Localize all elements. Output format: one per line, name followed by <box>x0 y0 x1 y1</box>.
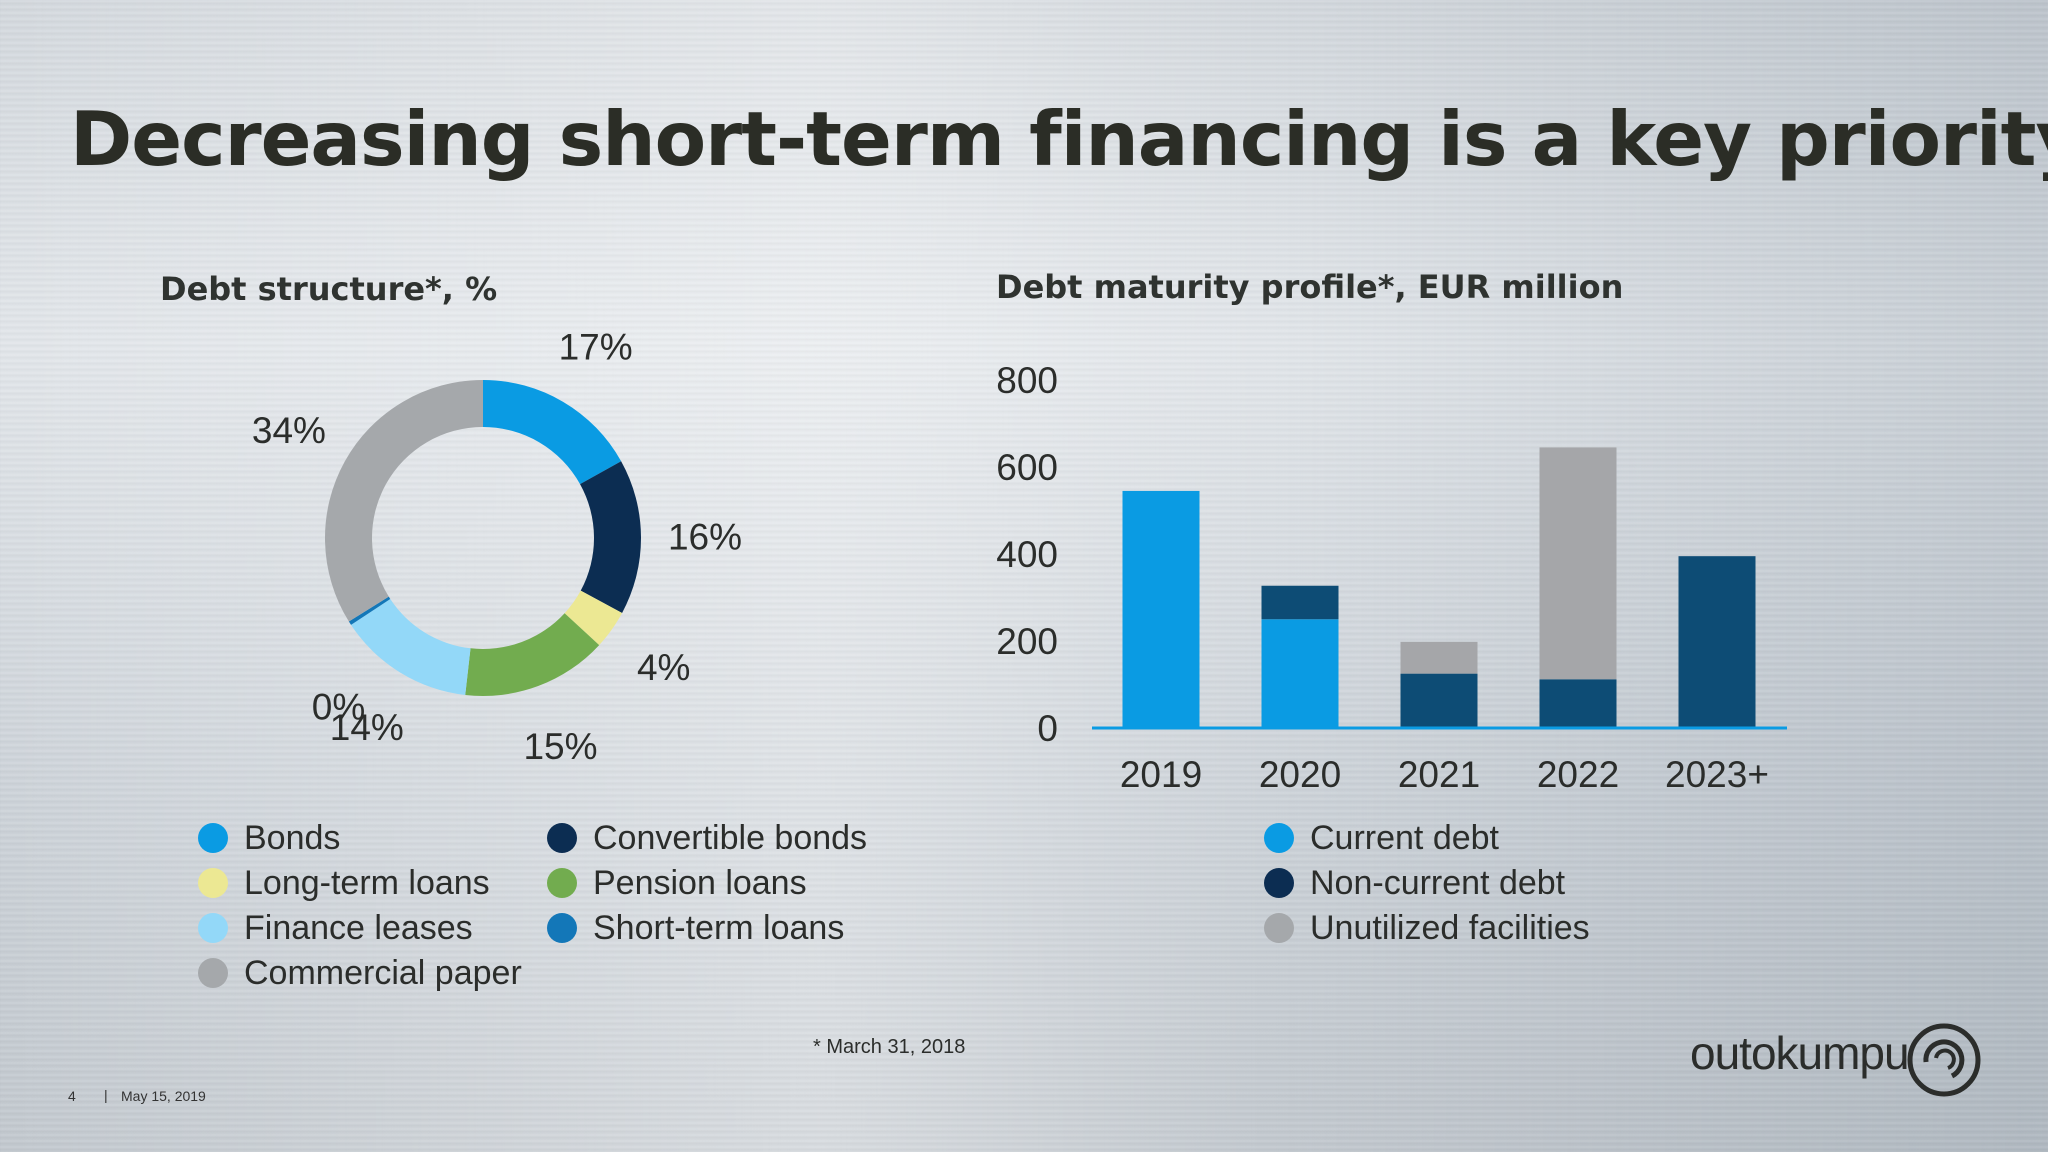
x-tick-label: 2020 <box>1259 754 1341 795</box>
legend-label: Current debt <box>1310 819 1499 857</box>
x-tick-label: 2023+ <box>1665 754 1769 795</box>
donut-data-label: 17% <box>559 327 633 368</box>
legend-swatch <box>1264 823 1294 853</box>
donut-data-label: 14% <box>330 707 404 748</box>
bar-segment-unutilized-facilities <box>1400 641 1478 674</box>
y-tick-label: 0 <box>1037 708 1058 749</box>
donut-chart: 17% 16% 4% 15% 14%0% 34% <box>252 327 742 767</box>
x-tick-label: 2021 <box>1398 754 1480 795</box>
legend-label: Unutilized facilities <box>1310 909 1590 947</box>
bar-segment-non-current-debt <box>1539 679 1617 728</box>
donut-slice-finance-leases <box>351 599 471 695</box>
legend-label: Finance leases <box>244 909 473 947</box>
legend-label: Convertible bonds <box>593 819 868 857</box>
legend-label: Non-current debt <box>1310 864 1566 902</box>
legend-swatch <box>547 823 577 853</box>
x-tick-label: 2019 <box>1120 754 1202 795</box>
donut-data-label: 0% <box>312 687 365 728</box>
bar-segment-non-current-debt <box>1261 585 1339 620</box>
donut-data-label: 16% <box>668 517 742 558</box>
legend-swatch <box>198 868 228 898</box>
donut-slice-convertible-bonds <box>580 461 641 613</box>
donut-data-label: 34% <box>252 410 326 451</box>
bar-segment-non-current-debt <box>1678 556 1756 728</box>
logo-swirl-icon <box>1907 1023 1981 1097</box>
legend-label: Short-term loans <box>593 909 845 947</box>
legend-label: Long-term loans <box>244 864 490 902</box>
donut-chart-title: Debt structure*, % <box>160 270 498 308</box>
footer-separator: | <box>104 1087 108 1103</box>
legend-swatch <box>547 913 577 943</box>
donut-data-label: 15% <box>523 726 597 767</box>
footer-date: May 15, 2019 <box>121 1088 206 1104</box>
legend-swatch <box>1264 913 1294 943</box>
legend-label: Commercial paper <box>244 954 522 992</box>
bar-segment-current-debt <box>1122 490 1200 728</box>
donut-slice-long-term-loans <box>564 590 623 646</box>
bar-segment-unutilized-facilities <box>1539 447 1617 680</box>
legend-label: Bonds <box>244 819 341 857</box>
bar-segment-current-debt <box>1261 619 1339 728</box>
y-tick-label: 600 <box>996 447 1058 488</box>
x-tick-label: 2022 <box>1537 754 1619 795</box>
bar-chart-title: Debt maturity profile*, EUR million <box>996 268 1624 306</box>
donut-slice-pension-loans <box>465 613 600 696</box>
donut-slice-short-term-loans <box>348 596 391 625</box>
legend-swatch <box>1264 868 1294 898</box>
donut-slice-bonds <box>483 380 622 485</box>
page-number: 4 <box>68 1088 76 1104</box>
legend-swatch <box>547 868 577 898</box>
legend-swatch <box>198 823 228 853</box>
bar-chart: 0 200 400 600 800 2019 2020 2021 2022 2023+ <box>996 360 1787 795</box>
y-tick-label: 200 <box>996 621 1058 662</box>
footnote: * March 31, 2018 <box>813 1036 966 1058</box>
logo-wordmark: outokumpu <box>1690 1027 1910 1079</box>
y-tick-label: 400 <box>996 534 1058 575</box>
legend-swatch <box>198 913 228 943</box>
legend-swatch <box>198 958 228 988</box>
donut-slice-commercial-paper <box>325 380 483 622</box>
bar-segment-non-current-debt <box>1400 673 1478 728</box>
page-title: Decreasing short-term financing is a key… <box>70 95 2048 183</box>
y-tick-label: 800 <box>996 360 1058 401</box>
donut-data-label: 4% <box>637 647 690 688</box>
legend-label: Pension loans <box>593 864 807 902</box>
